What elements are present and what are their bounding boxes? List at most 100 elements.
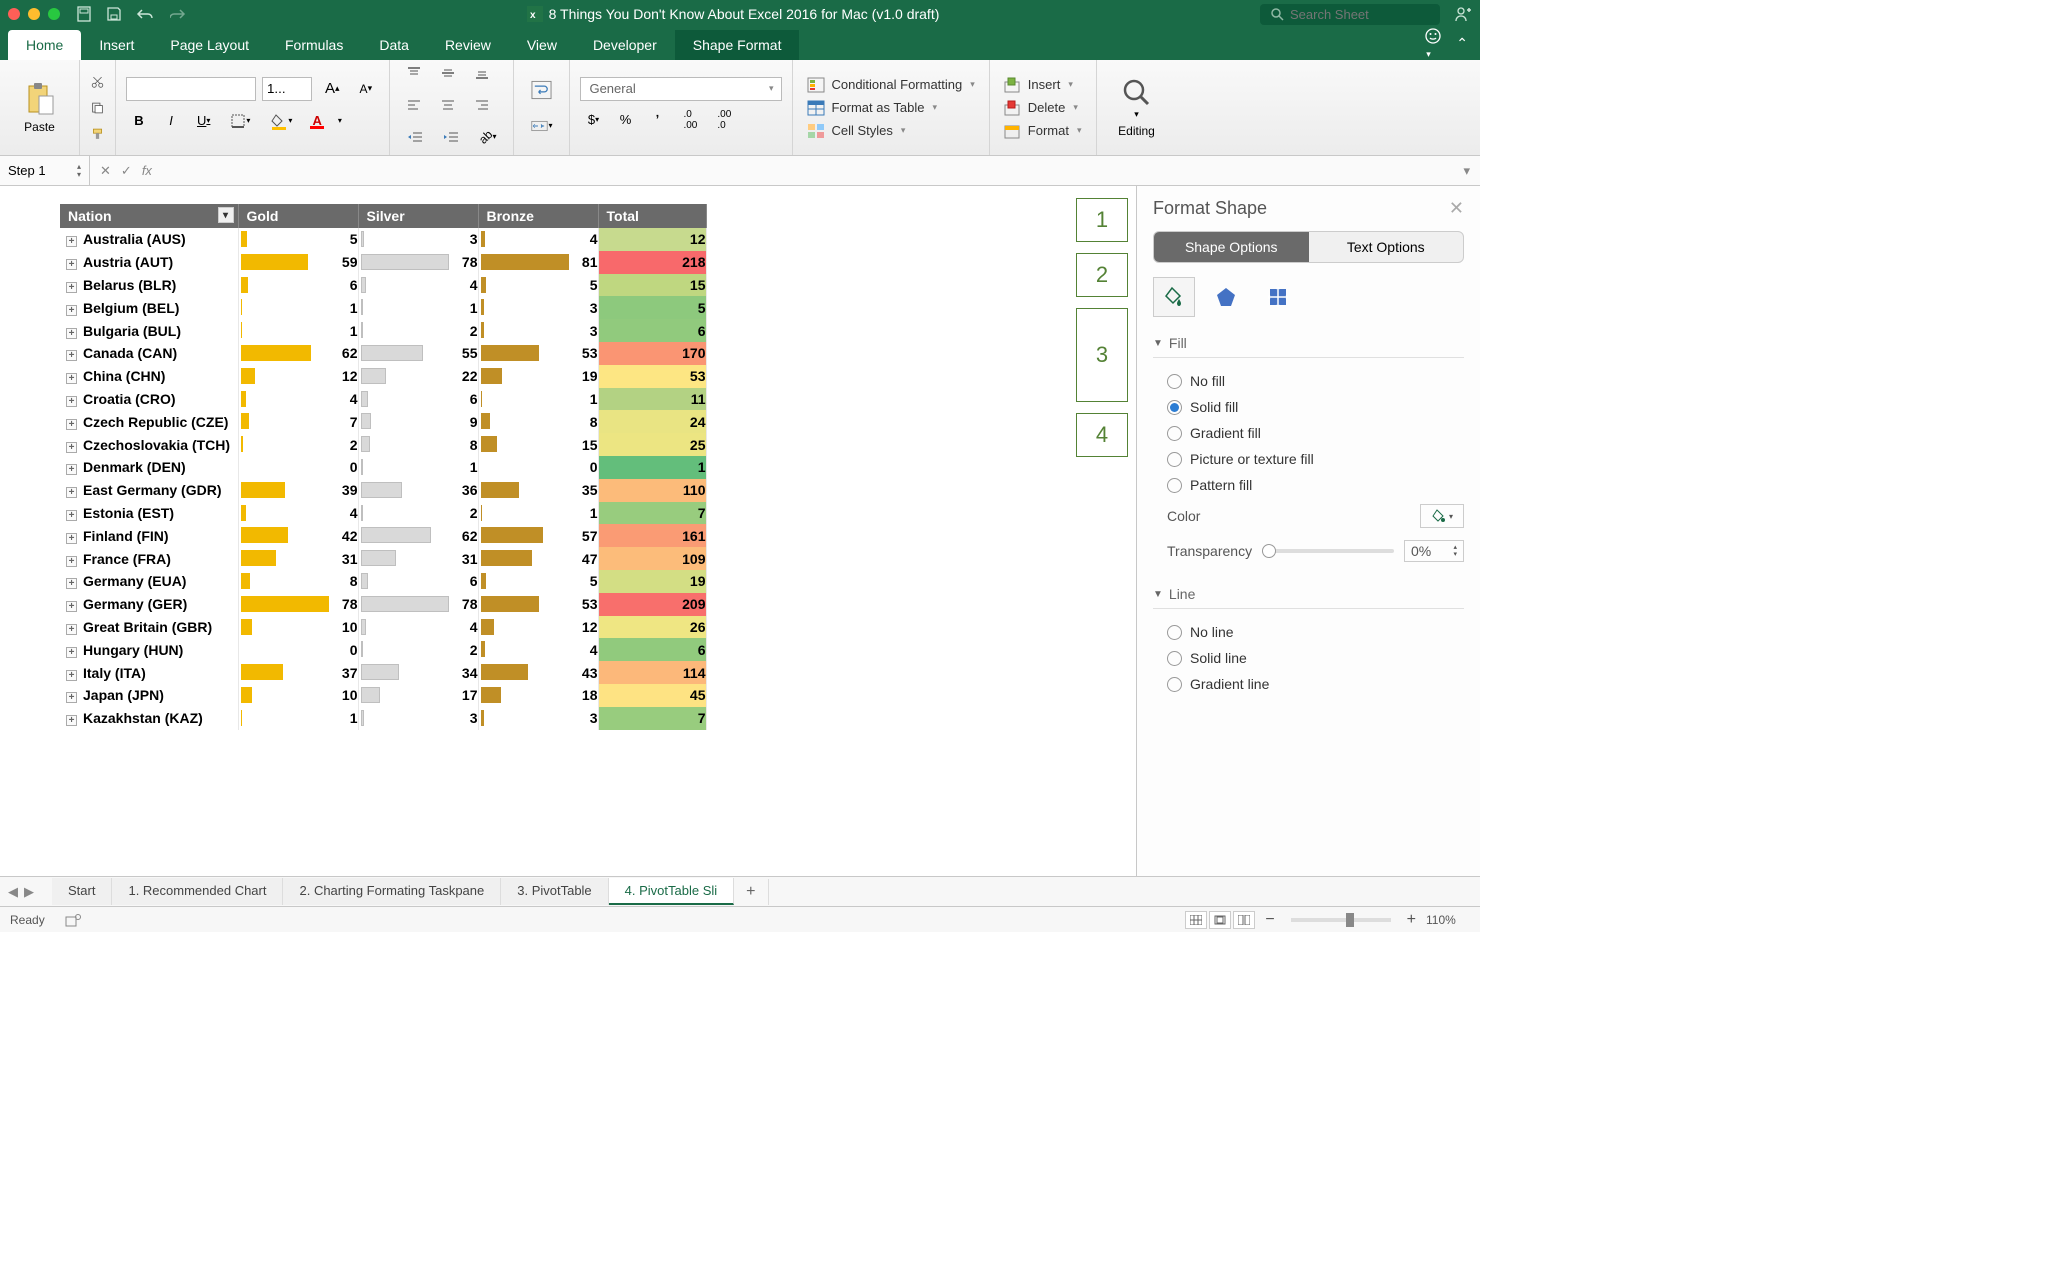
line-option-solid-line[interactable]: Solid line [1153, 645, 1464, 671]
expand-icon[interactable]: + [66, 259, 77, 270]
expand-icon[interactable]: + [66, 236, 77, 247]
expand-icon[interactable]: + [66, 578, 77, 589]
slicer-shape-2[interactable]: 2 [1076, 253, 1128, 297]
align-top-icon[interactable] [400, 60, 428, 86]
column-header-nation[interactable]: Nation▾ [60, 204, 238, 228]
formula-input[interactable] [162, 163, 1454, 178]
expand-icon[interactable]: + [66, 715, 77, 726]
expand-icon[interactable]: + [66, 282, 77, 293]
search-sheet-box[interactable] [1260, 4, 1440, 25]
minimize-window[interactable] [28, 8, 40, 20]
sheet-area[interactable]: Nation▾GoldSilverBronzeTotal +Australia … [0, 186, 1136, 876]
color-picker-button[interactable]: ▾ [1420, 504, 1464, 528]
table-row[interactable]: +China (CHN)12221953 [60, 365, 706, 388]
decrease-font-icon[interactable]: A▾ [353, 76, 380, 102]
orientation-icon[interactable]: ab▾ [472, 124, 503, 150]
copy-icon[interactable] [84, 95, 111, 121]
format-cells-button[interactable]: Format▾ [1000, 121, 1086, 141]
sheet-tab-1[interactable]: 1. Recommended Chart [112, 878, 283, 905]
decrease-indent-icon[interactable] [400, 124, 430, 150]
table-row[interactable]: +Austria (AUT)597881218 [60, 251, 706, 274]
cancel-formula-icon[interactable]: ✕ [100, 163, 111, 179]
fill-option-picture-or-texture-fill[interactable]: Picture or texture fill [1153, 446, 1464, 472]
maximize-window[interactable] [48, 8, 60, 20]
zoom-level[interactable]: 110% [1426, 913, 1470, 927]
column-header-silver[interactable]: Silver [358, 204, 478, 228]
delete-cells-button[interactable]: Delete▾ [1000, 98, 1086, 118]
zoom-in-icon[interactable]: + [1407, 911, 1416, 929]
currency-icon[interactable]: $ ▾ [580, 107, 606, 133]
table-row[interactable]: +Italy (ITA)373443114 [60, 661, 706, 684]
size-properties-tab-icon[interactable] [1257, 277, 1299, 317]
table-row[interactable]: +Canada (CAN)625553170 [60, 342, 706, 365]
table-row[interactable]: +Hungary (HUN)0246 [60, 638, 706, 661]
ribbon-tab-formulas[interactable]: Formulas [267, 30, 361, 60]
effects-tab-icon[interactable] [1205, 277, 1247, 317]
expand-icon[interactable]: + [66, 305, 77, 316]
number-format-combo[interactable]: General▾ [580, 77, 782, 101]
expand-icon[interactable]: + [66, 692, 77, 703]
increase-decimal-icon[interactable]: .0.00 [676, 107, 704, 133]
fill-option-gradient-fill[interactable]: Gradient fill [1153, 420, 1464, 446]
paste-button[interactable]: Paste [24, 82, 55, 134]
expand-icon[interactable]: + [66, 510, 77, 521]
table-row[interactable]: +Finland (FIN)426257161 [60, 524, 706, 547]
merge-cells-icon[interactable]: ▾ [524, 108, 559, 144]
editing-button[interactable]: ▾ Editing [1118, 77, 1155, 138]
sheet-tab-3[interactable]: 3. PivotTable [501, 878, 608, 905]
expand-icon[interactable]: + [66, 350, 77, 361]
table-row[interactable]: +Kazakhstan (KAZ)1337 [60, 707, 706, 730]
expand-icon[interactable]: + [66, 601, 77, 612]
zoom-slider[interactable] [1291, 918, 1391, 922]
ribbon-tab-shape-format[interactable]: Shape Format [675, 30, 800, 60]
transparency-slider[interactable] [1262, 549, 1394, 553]
floppy-save-icon[interactable] [106, 6, 122, 22]
comma-icon[interactable]: ʼ [644, 107, 670, 133]
close-pane-icon[interactable]: ✕ [1449, 198, 1464, 219]
slicer-shape-1[interactable]: 1 [1076, 198, 1128, 242]
expand-icon[interactable]: + [66, 442, 77, 453]
sheet-nav-next-icon[interactable]: ▶ [24, 884, 34, 900]
sheet-tab-2[interactable]: 2. Charting Formating Taskpane [283, 878, 501, 905]
expand-icon[interactable]: + [66, 533, 77, 544]
table-row[interactable]: +Denmark (DEN)0101 [60, 456, 706, 479]
expand-icon[interactable]: + [66, 647, 77, 658]
align-center-icon[interactable] [434, 92, 462, 118]
underline-button[interactable]: U ▾ [190, 108, 217, 134]
undo-icon[interactable] [136, 6, 156, 22]
fill-option-no-fill[interactable]: No fill [1153, 368, 1464, 394]
redo-icon[interactable] [170, 6, 186, 22]
increase-indent-icon[interactable] [436, 124, 466, 150]
ribbon-tab-view[interactable]: View [509, 30, 575, 60]
sheet-tab-4[interactable]: 4. PivotTable Sli [609, 878, 735, 905]
table-row[interactable]: +France (FRA)313147109 [60, 547, 706, 570]
percent-icon[interactable]: % [612, 107, 638, 133]
collapse-ribbon-icon[interactable]: ⌃ [1456, 35, 1468, 52]
wrap-text-icon[interactable] [524, 72, 559, 108]
align-middle-icon[interactable] [434, 60, 462, 86]
decrease-decimal-icon[interactable]: .00.0 [710, 107, 738, 133]
fill-color-button[interactable]: ▾ [263, 108, 299, 134]
ribbon-tab-home[interactable]: Home [8, 30, 81, 60]
expand-icon[interactable]: + [66, 556, 77, 567]
bold-button[interactable]: B [126, 108, 152, 134]
filter-dropdown-icon[interactable]: ▾ [218, 207, 234, 223]
text-options-tab[interactable]: Text Options [1309, 232, 1464, 262]
font-name-combo[interactable] [126, 77, 256, 101]
search-input[interactable] [1290, 7, 1420, 22]
fill-section-header[interactable]: ▼Fill [1153, 329, 1464, 358]
ribbon-tab-insert[interactable]: Insert [81, 30, 152, 60]
macro-record-icon[interactable] [65, 913, 81, 927]
save-icon[interactable] [76, 6, 92, 22]
table-row[interactable]: +Belgium (BEL)1135 [60, 296, 706, 319]
column-header-total[interactable]: Total [598, 204, 706, 228]
align-left-icon[interactable] [400, 92, 428, 118]
expand-icon[interactable]: + [66, 373, 77, 384]
table-row[interactable]: +Great Britain (GBR)1041226 [60, 616, 706, 639]
line-section-header[interactable]: ▼Line [1153, 580, 1464, 609]
font-color-button[interactable]: A▾ [305, 108, 348, 134]
name-box[interactable]: Step 1 ▴▾ [0, 156, 90, 185]
cut-icon[interactable] [84, 69, 111, 95]
border-button[interactable]: ▾ [223, 108, 257, 134]
table-row[interactable]: +Belarus (BLR)64515 [60, 274, 706, 297]
